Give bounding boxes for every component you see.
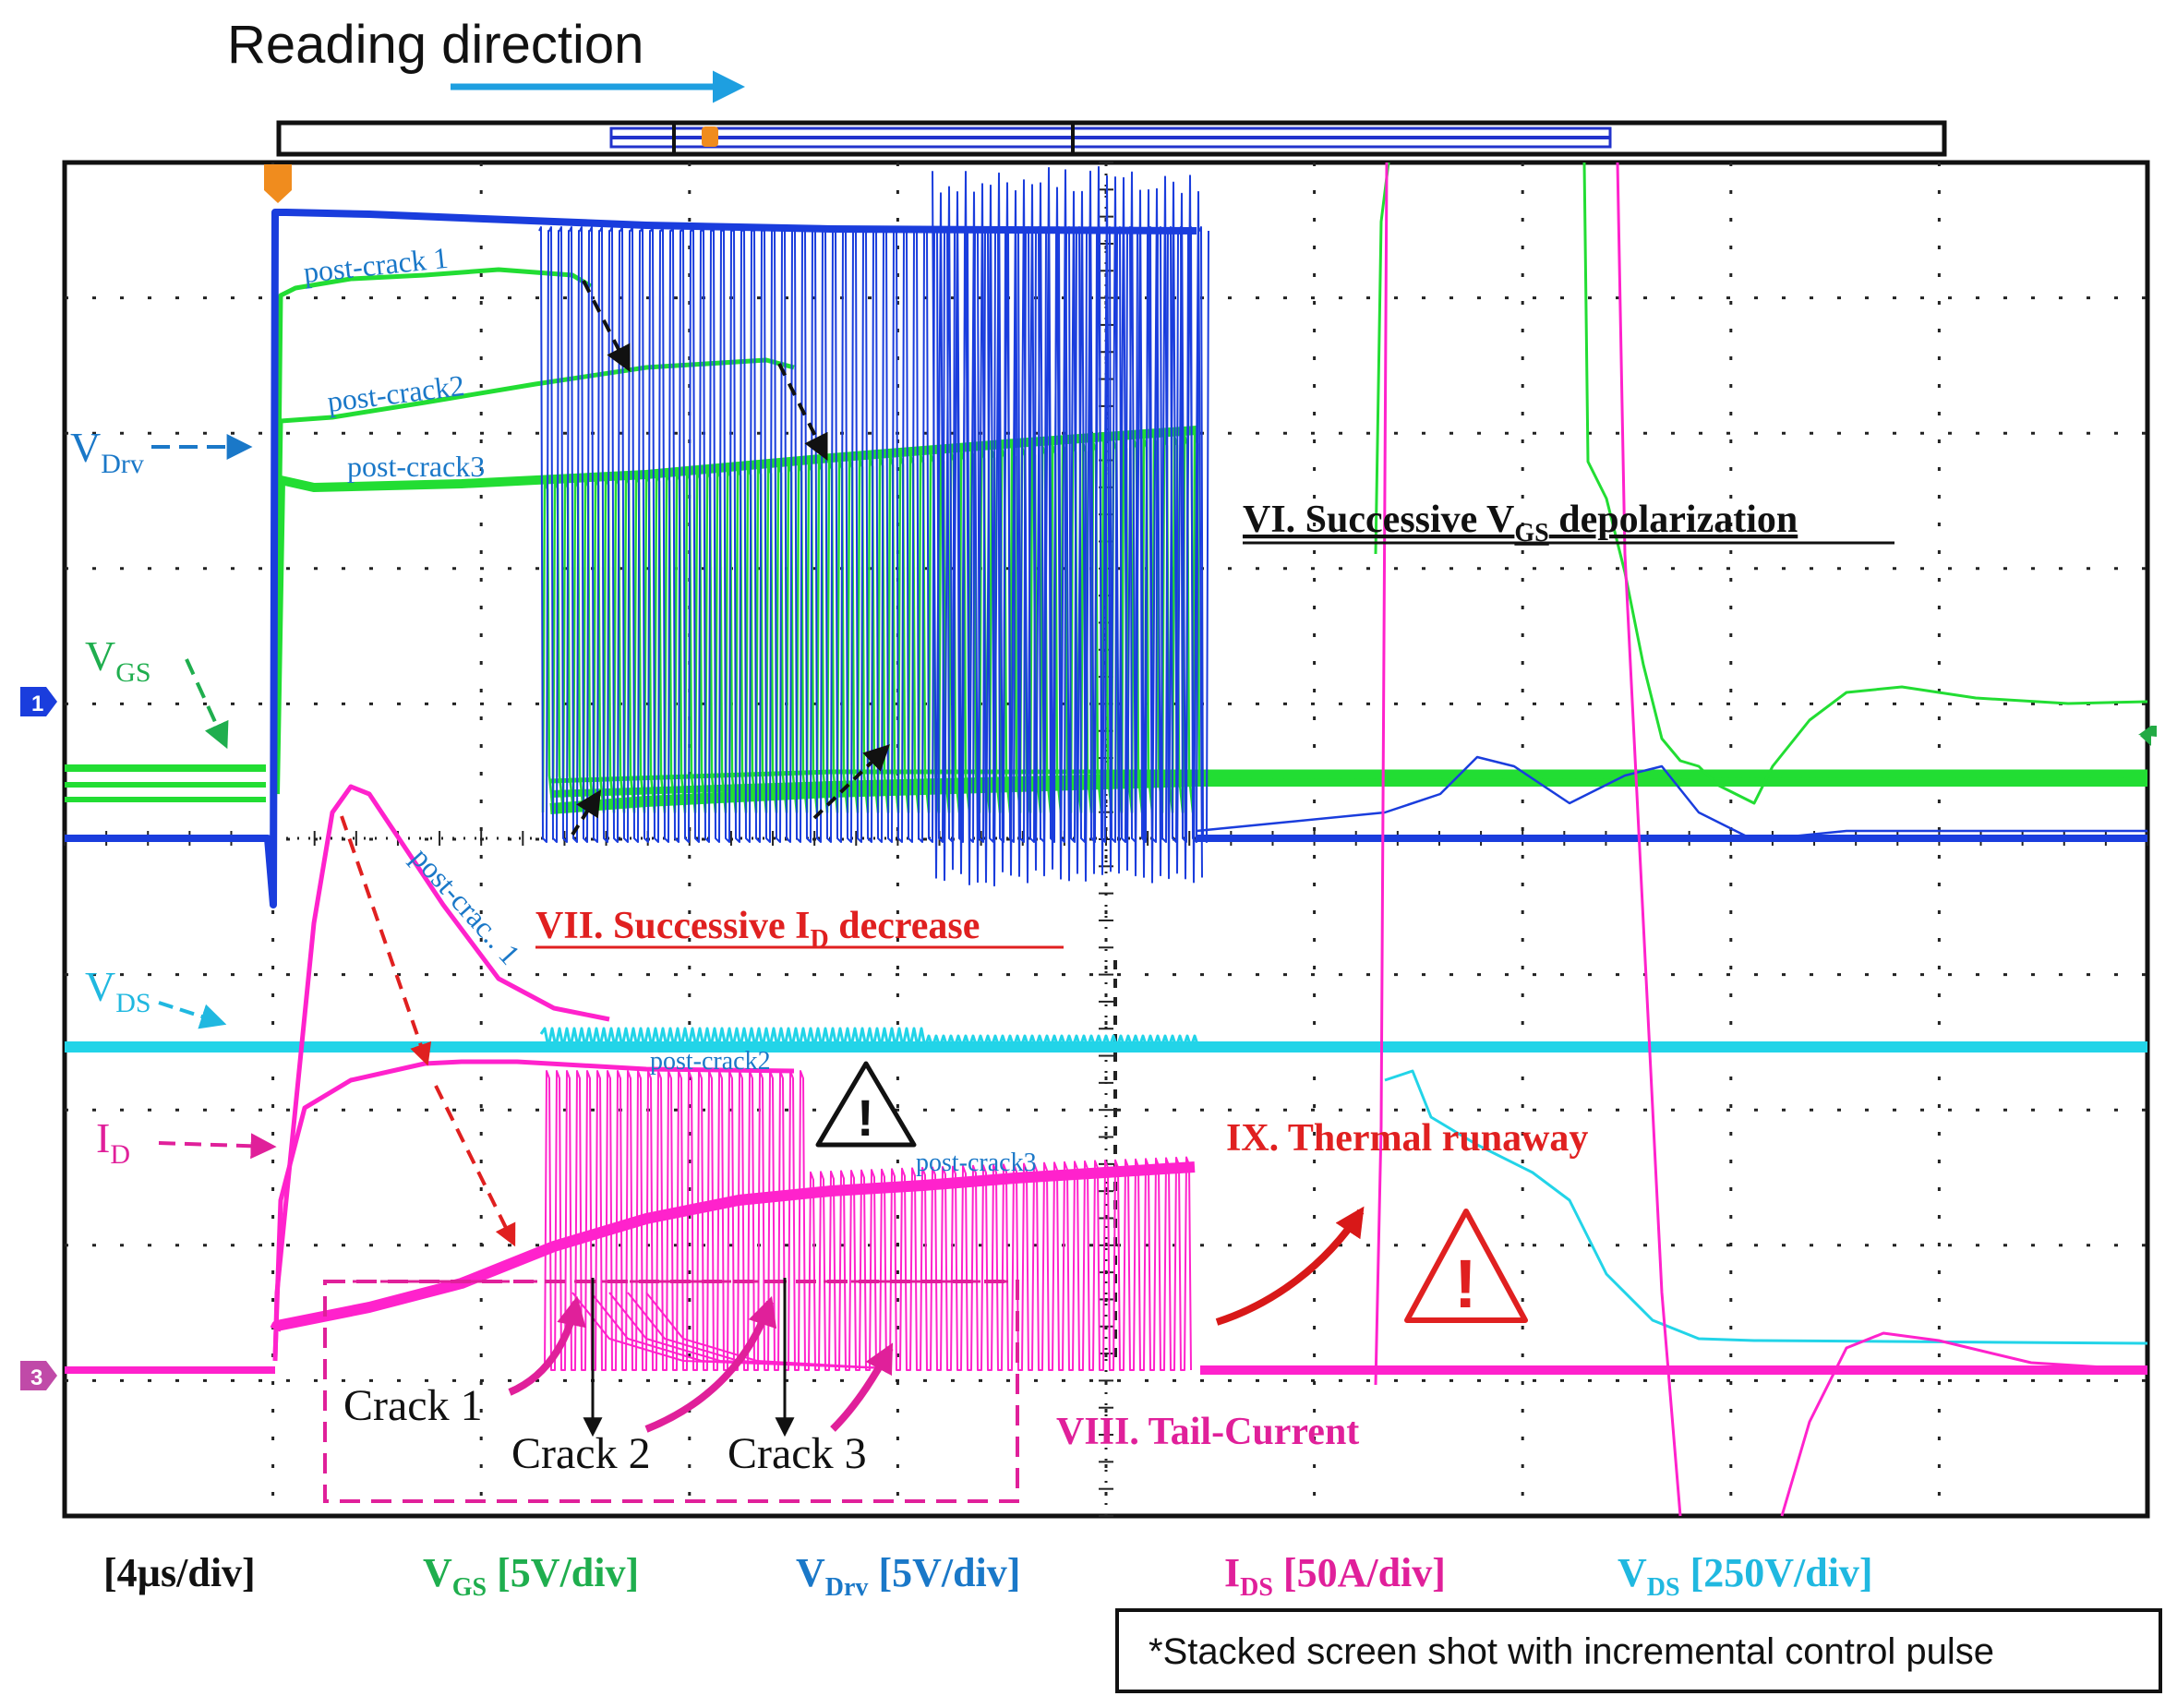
channel-3-marker: 3 bbox=[20, 1361, 57, 1390]
id-negative-recovery bbox=[1782, 1333, 2147, 1516]
id-decrease-arrow-2 bbox=[436, 1086, 513, 1243]
id-post-crack-1-label: post-crac.. 1 bbox=[405, 841, 527, 971]
thermal-runaway-arrow bbox=[1217, 1211, 1361, 1322]
vgs-recovery-trace bbox=[1584, 162, 2147, 803]
vgs-pointer-arrow bbox=[186, 659, 225, 744]
thermal-warning-icon: ! bbox=[1407, 1211, 1525, 1322]
svg-text:1: 1 bbox=[31, 692, 43, 716]
viii-tail-current-annotation: VIII. Tail-Current bbox=[1056, 1411, 1359, 1453]
memory-bar bbox=[279, 123, 1944, 154]
vdrv-scale-label: VDrv [5V/div] bbox=[796, 1550, 1020, 1602]
vgs-post-crack-3-label: post-crack3 bbox=[347, 450, 485, 483]
vds-scale-label: VDS [250V/div] bbox=[1618, 1550, 1873, 1602]
id-post-crack-3-label: post-crack3 bbox=[916, 1149, 1037, 1177]
id-post-crack-2-label: post-crack2 bbox=[650, 1047, 771, 1076]
crack-1-label: Crack 1 bbox=[343, 1381, 483, 1430]
svg-text:!: ! bbox=[1454, 1245, 1477, 1322]
id-decrease-arrow-1 bbox=[342, 816, 427, 1062]
vds-pointer-arrow bbox=[159, 1003, 222, 1023]
vdrv-label: VDrv bbox=[70, 424, 144, 479]
crack-3-pointer-arrow bbox=[833, 1348, 890, 1429]
vgs-scale-label: VGS [5V/div] bbox=[423, 1550, 639, 1602]
ids-scale-label: IDS [50A/div] bbox=[1224, 1550, 1446, 1602]
waveform-traces bbox=[65, 162, 2147, 1516]
vi-depolarization-annotation: VI. Successive VGS depolarization bbox=[1243, 499, 1798, 547]
id-label: ID bbox=[96, 1114, 130, 1170]
vds-label: VDS bbox=[85, 963, 151, 1018]
vgs-label: VGS bbox=[85, 632, 151, 688]
footnote-text: *Stacked screen shot with incremental co… bbox=[1149, 1631, 1994, 1672]
ix-thermal-runaway-annotation: IX. Thermal runaway bbox=[1226, 1117, 1588, 1160]
crack-3-label: Crack 3 bbox=[728, 1429, 867, 1478]
trigger-position-marker bbox=[702, 126, 718, 147]
channel-1-marker: 1 bbox=[20, 687, 57, 716]
vgs-shift-arrow-1 bbox=[583, 281, 628, 367]
svg-text:!: ! bbox=[857, 1089, 874, 1147]
svg-text:3: 3 bbox=[30, 1365, 42, 1390]
trigger-marker bbox=[264, 164, 292, 203]
reading-direction-label: Reading direction bbox=[227, 15, 643, 75]
warning-icon: ! bbox=[818, 1064, 914, 1147]
crack-2-label: Crack 2 bbox=[511, 1429, 651, 1478]
id-pointer-arrow bbox=[159, 1143, 271, 1147]
vgs-post-crack-1-label: post-crack 1 bbox=[302, 241, 450, 289]
vgs-post-crack-2-label: post-crack2 bbox=[325, 368, 466, 418]
time-scale-label: [4µs/div] bbox=[103, 1550, 256, 1595]
